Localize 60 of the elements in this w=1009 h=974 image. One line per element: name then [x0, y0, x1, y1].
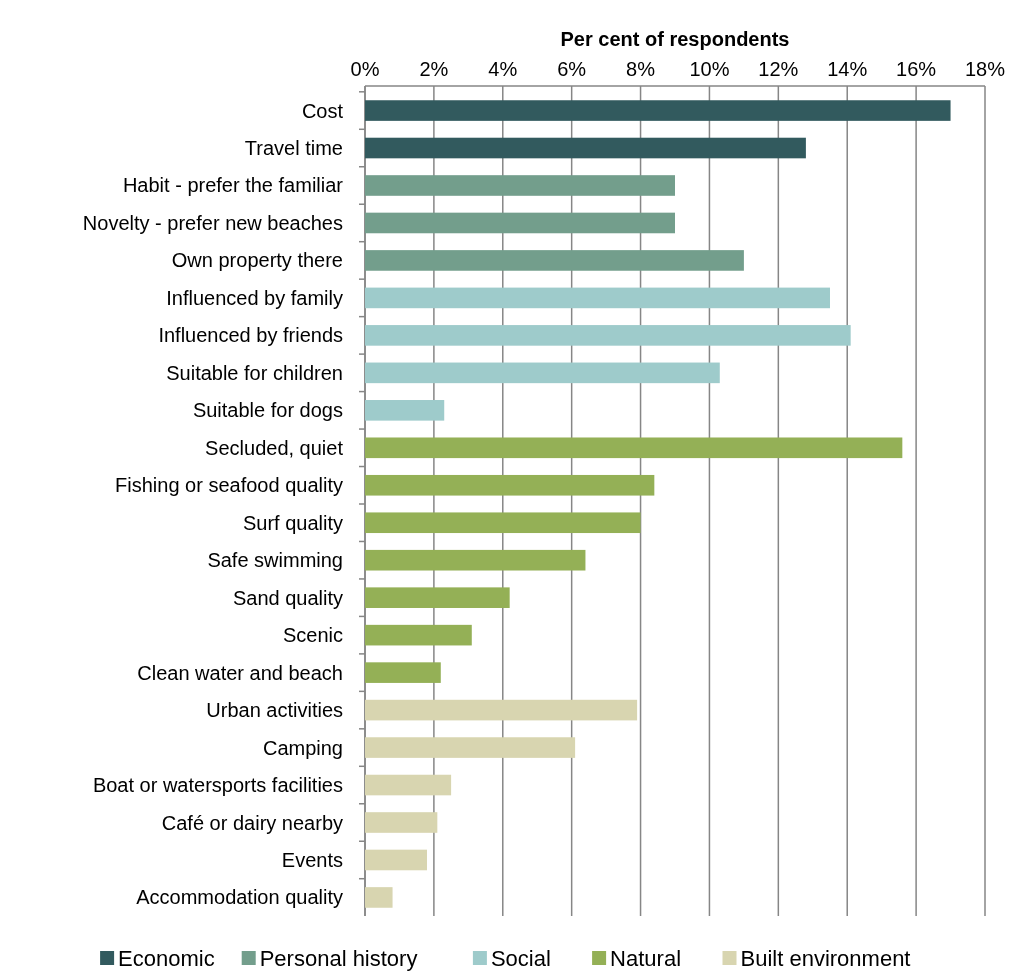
y-tick-label: Safe swimming	[207, 549, 343, 572]
bar	[365, 512, 641, 534]
x-tick-label: 12%	[758, 58, 799, 80]
bar	[365, 887, 393, 908]
legend-label: Personal history	[259, 946, 418, 971]
x-tick-label: 18%	[964, 58, 1006, 80]
x-tick-label: 16%	[896, 58, 937, 80]
bar	[365, 774, 452, 796]
bar	[365, 812, 438, 833]
y-tick-label: Surf quality	[242, 511, 343, 534]
bar	[365, 137, 806, 159]
y-tick-label: Influenced by family	[166, 286, 343, 309]
y-tick-label: Own property there	[171, 249, 343, 272]
legend-label: Built environment	[740, 946, 911, 971]
x-tick-label: 2%	[419, 58, 449, 80]
bar	[365, 250, 744, 271]
x-axis-title: Per cent of respondents	[560, 28, 790, 50]
bar	[365, 437, 903, 459]
bar	[365, 362, 720, 384]
y-tick-label: Travel time	[244, 137, 343, 160]
y-tick-label: Urban activities	[206, 699, 343, 722]
bar	[365, 849, 427, 871]
x-tick-label: 6%	[557, 58, 587, 80]
x-tick-label: 8%	[626, 58, 656, 80]
y-tick-label: Novelty - prefer new beaches	[82, 211, 343, 234]
legend-label: Social	[490, 946, 551, 971]
y-tick-label: Camping	[262, 736, 343, 759]
y-tick-label: Clean water and beach	[137, 661, 343, 684]
x-tick-label: 0%	[350, 58, 380, 80]
bar	[365, 549, 586, 571]
bar	[365, 325, 851, 346]
bar	[365, 100, 951, 121]
bar	[365, 737, 576, 758]
bar	[365, 287, 830, 309]
y-tick-label: Cost	[301, 99, 344, 122]
x-tick-label: 4%	[488, 58, 518, 80]
bar	[365, 699, 638, 721]
y-tick-label: Habit - prefer the familiar	[122, 174, 344, 197]
y-tick-label: Boat or watersports facilities	[92, 774, 343, 797]
bar	[365, 175, 675, 196]
bar	[365, 212, 675, 234]
bar	[365, 400, 445, 421]
y-tick-label: Suitable for children	[166, 361, 343, 384]
bar	[365, 662, 441, 683]
y-tick-label: Fishing or seafood quality	[115, 474, 343, 497]
y-tick-label: Café or dairy nearby	[161, 811, 343, 834]
y-tick-label: Suitable for dogs	[192, 399, 343, 422]
bar	[365, 624, 472, 646]
x-tick-label: 14%	[827, 58, 868, 80]
y-tick-label: Secluded, quiet	[205, 436, 344, 459]
bar	[365, 474, 655, 496]
y-tick-label: Accommodation quality	[136, 886, 343, 909]
legend-label: Economic	[118, 946, 215, 971]
legend-label: Natural	[610, 946, 682, 971]
bar	[365, 587, 510, 608]
x-tick-label: 10%	[689, 58, 730, 80]
y-tick-label: Sand quality	[232, 586, 343, 609]
y-tick-label: Scenic	[282, 624, 343, 647]
y-tick-label: Events	[281, 848, 343, 871]
y-tick-label: Influenced by friends	[158, 324, 343, 347]
